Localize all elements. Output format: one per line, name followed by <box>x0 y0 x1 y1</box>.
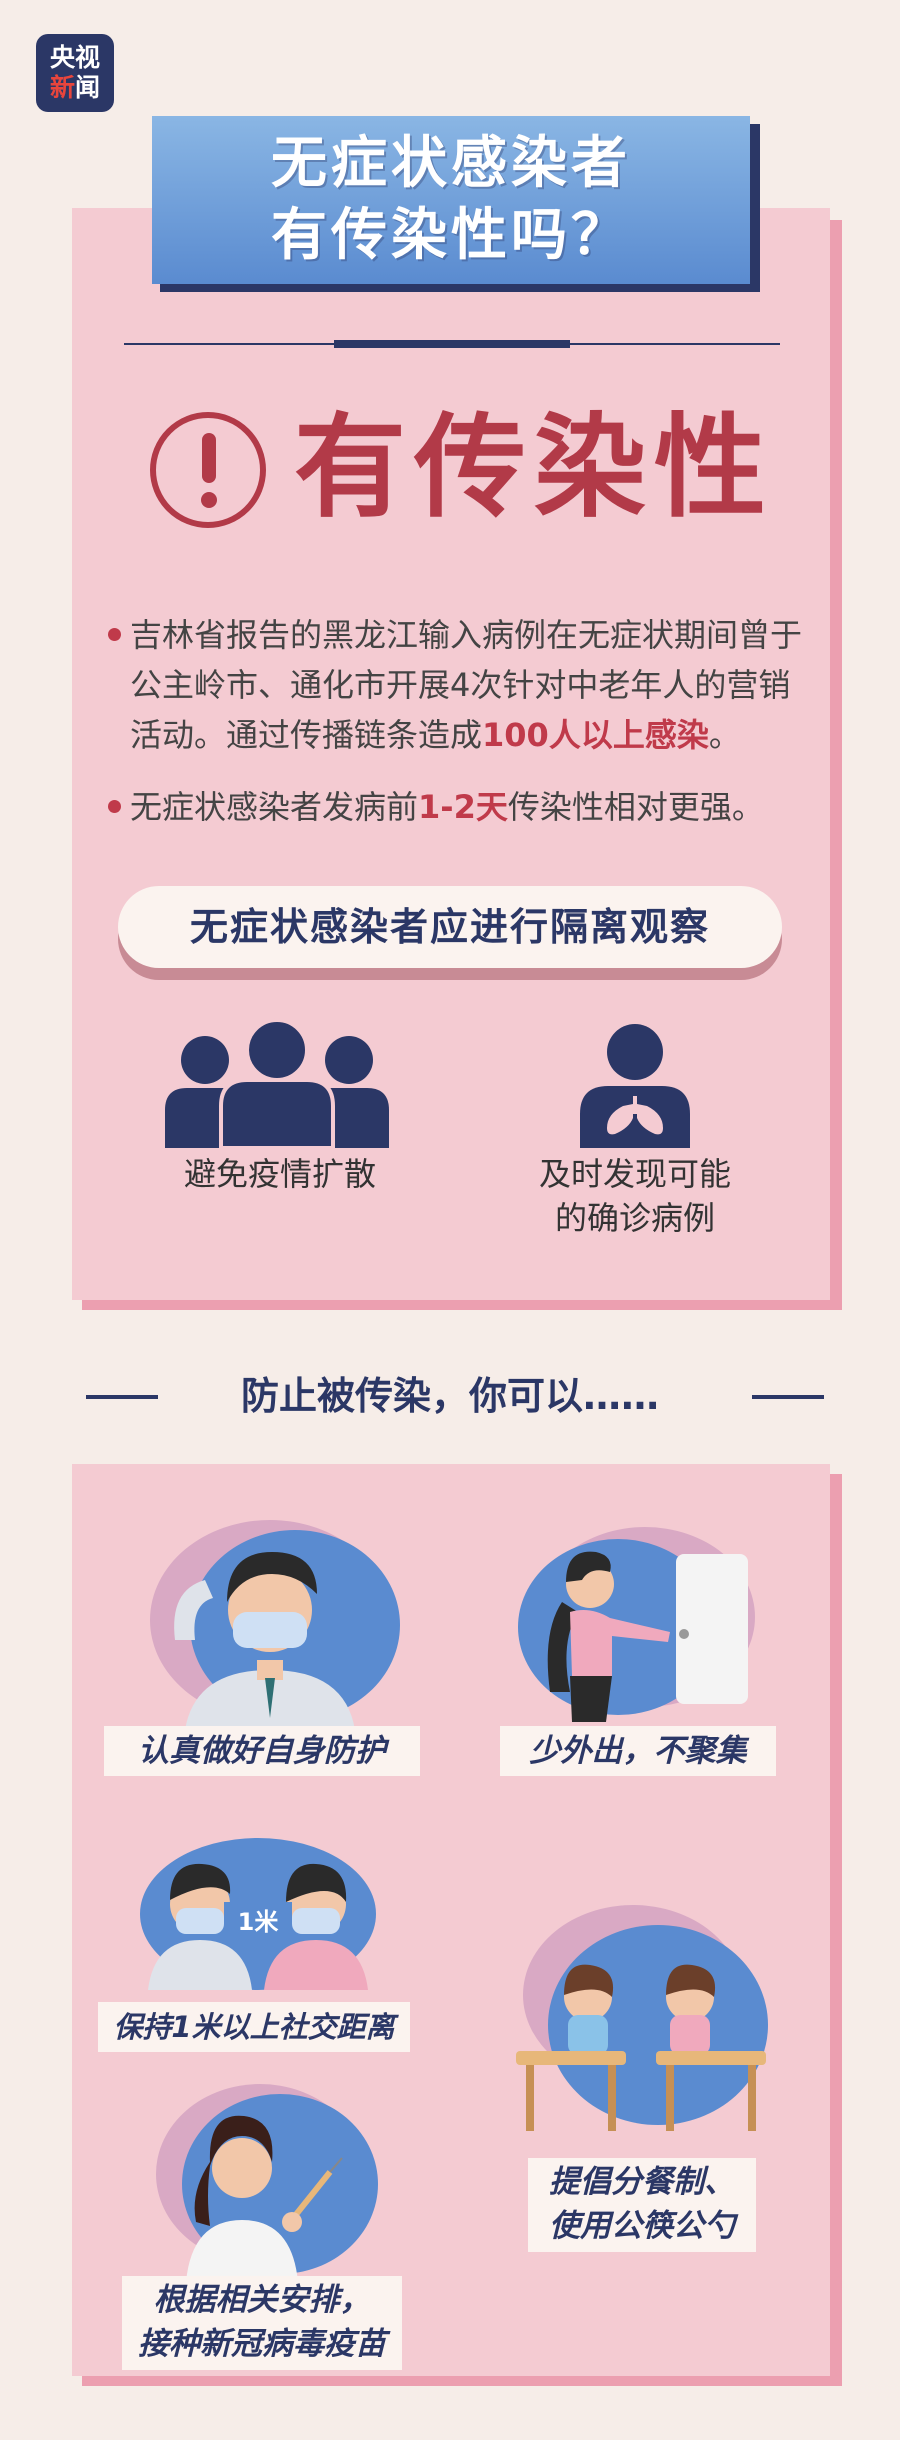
exclamation-icon <box>150 412 266 528</box>
tip-vaccination: 根据相关安排， 接种新冠病毒疫苗 <box>122 2276 402 2370</box>
woman-at-door-illustration <box>518 1527 755 1722</box>
logo-char: 闻 <box>75 73 101 102</box>
title-line2: 有传染性吗？ <box>271 203 631 268</box>
dining-line1: 提倡分餐制、 <box>549 2164 735 2200</box>
bullet-2-end: 传染性相对更强。 <box>507 788 764 826</box>
bullet-1-highlight: 100人以上感染 <box>482 716 709 754</box>
bullet-2-highlight: 1-2天 <box>418 788 508 826</box>
cctv-news-logo: 央视 新闻 <box>36 34 114 112</box>
prevention-heading: 防止被传染，你可以…… <box>240 1374 659 1418</box>
exclamation-dot <box>201 492 217 508</box>
bullet-dot <box>108 800 121 813</box>
heading-dash-left <box>86 1395 158 1399</box>
exclamation-bar <box>202 433 216 483</box>
dining-line2: 使用公筷公勺 <box>549 2208 735 2244</box>
bullet-1-line3: 活动。通过传播链条造成100人以上感染。 <box>130 710 810 760</box>
bullet-1-text: 活动。通过传播链条造成 <box>130 716 483 754</box>
bullet-1: 吉林省报告的黑龙江输入病例在无症状期间曾于 公主岭市、通化市开展4次针对中老年人… <box>130 610 810 760</box>
logo-line1: 央视 <box>49 43 100 72</box>
tip-shared-dining: 提倡分餐制、 使用公筷公勺 <box>528 2158 756 2252</box>
heading-dash-right <box>752 1395 824 1399</box>
logo-char-red: 新 <box>49 73 75 102</box>
bullet-1-end: 。 <box>708 716 741 754</box>
distance-tag: 1米 <box>224 1902 292 1937</box>
title-line1: 无症状感染者 <box>271 131 631 196</box>
isolation-pill: 无症状感染者应进行隔离观察 <box>118 886 782 968</box>
logo-line2: 新闻 <box>36 73 114 103</box>
bullet-dot <box>108 628 121 641</box>
masked-man-illustration <box>150 1520 400 1730</box>
vaccine-line2: 接种新冠病毒疫苗 <box>138 2326 386 2362</box>
tip-stay-home: 少外出，不聚集 <box>500 1726 776 1776</box>
bullet-1-line2: 公主岭市、通化市开展4次针对中老年人的营销 <box>130 666 791 704</box>
detect-line1: 及时发现可能 <box>538 1155 731 1193</box>
divider-accent <box>334 340 570 348</box>
lungs-person-icon <box>580 1024 690 1148</box>
vaccine-line1: 根据相关安排， <box>153 2282 371 2318</box>
avoid-spread-caption: 避免疫情扩散 <box>183 1155 376 1193</box>
tip-self-protection: 认真做好自身防护 <box>104 1726 420 1776</box>
bullet-2: 无症状感染者发病前1-2天传染性相对更强。 <box>130 782 810 832</box>
tip-social-distance: 保持1米以上社交距离 <box>98 2002 410 2052</box>
dining-illustration <box>516 1905 768 2131</box>
bullet-1-line1: 吉林省报告的黑龙江输入病例在无症状期间曾于 <box>130 616 803 654</box>
detect-cases-caption: 及时发现可能 的确诊病例 <box>490 1152 780 1240</box>
nurse-vaccine-illustration <box>156 2084 378 2282</box>
detect-line2: 的确诊病例 <box>554 1199 715 1237</box>
alert-headline: 有传染性 <box>294 403 774 533</box>
page-title: 无症状感染者 有传染性吗？ <box>152 116 750 284</box>
people-group-icon <box>165 1018 389 1148</box>
bullet-2-text: 无症状感染者发病前 <box>130 788 419 826</box>
